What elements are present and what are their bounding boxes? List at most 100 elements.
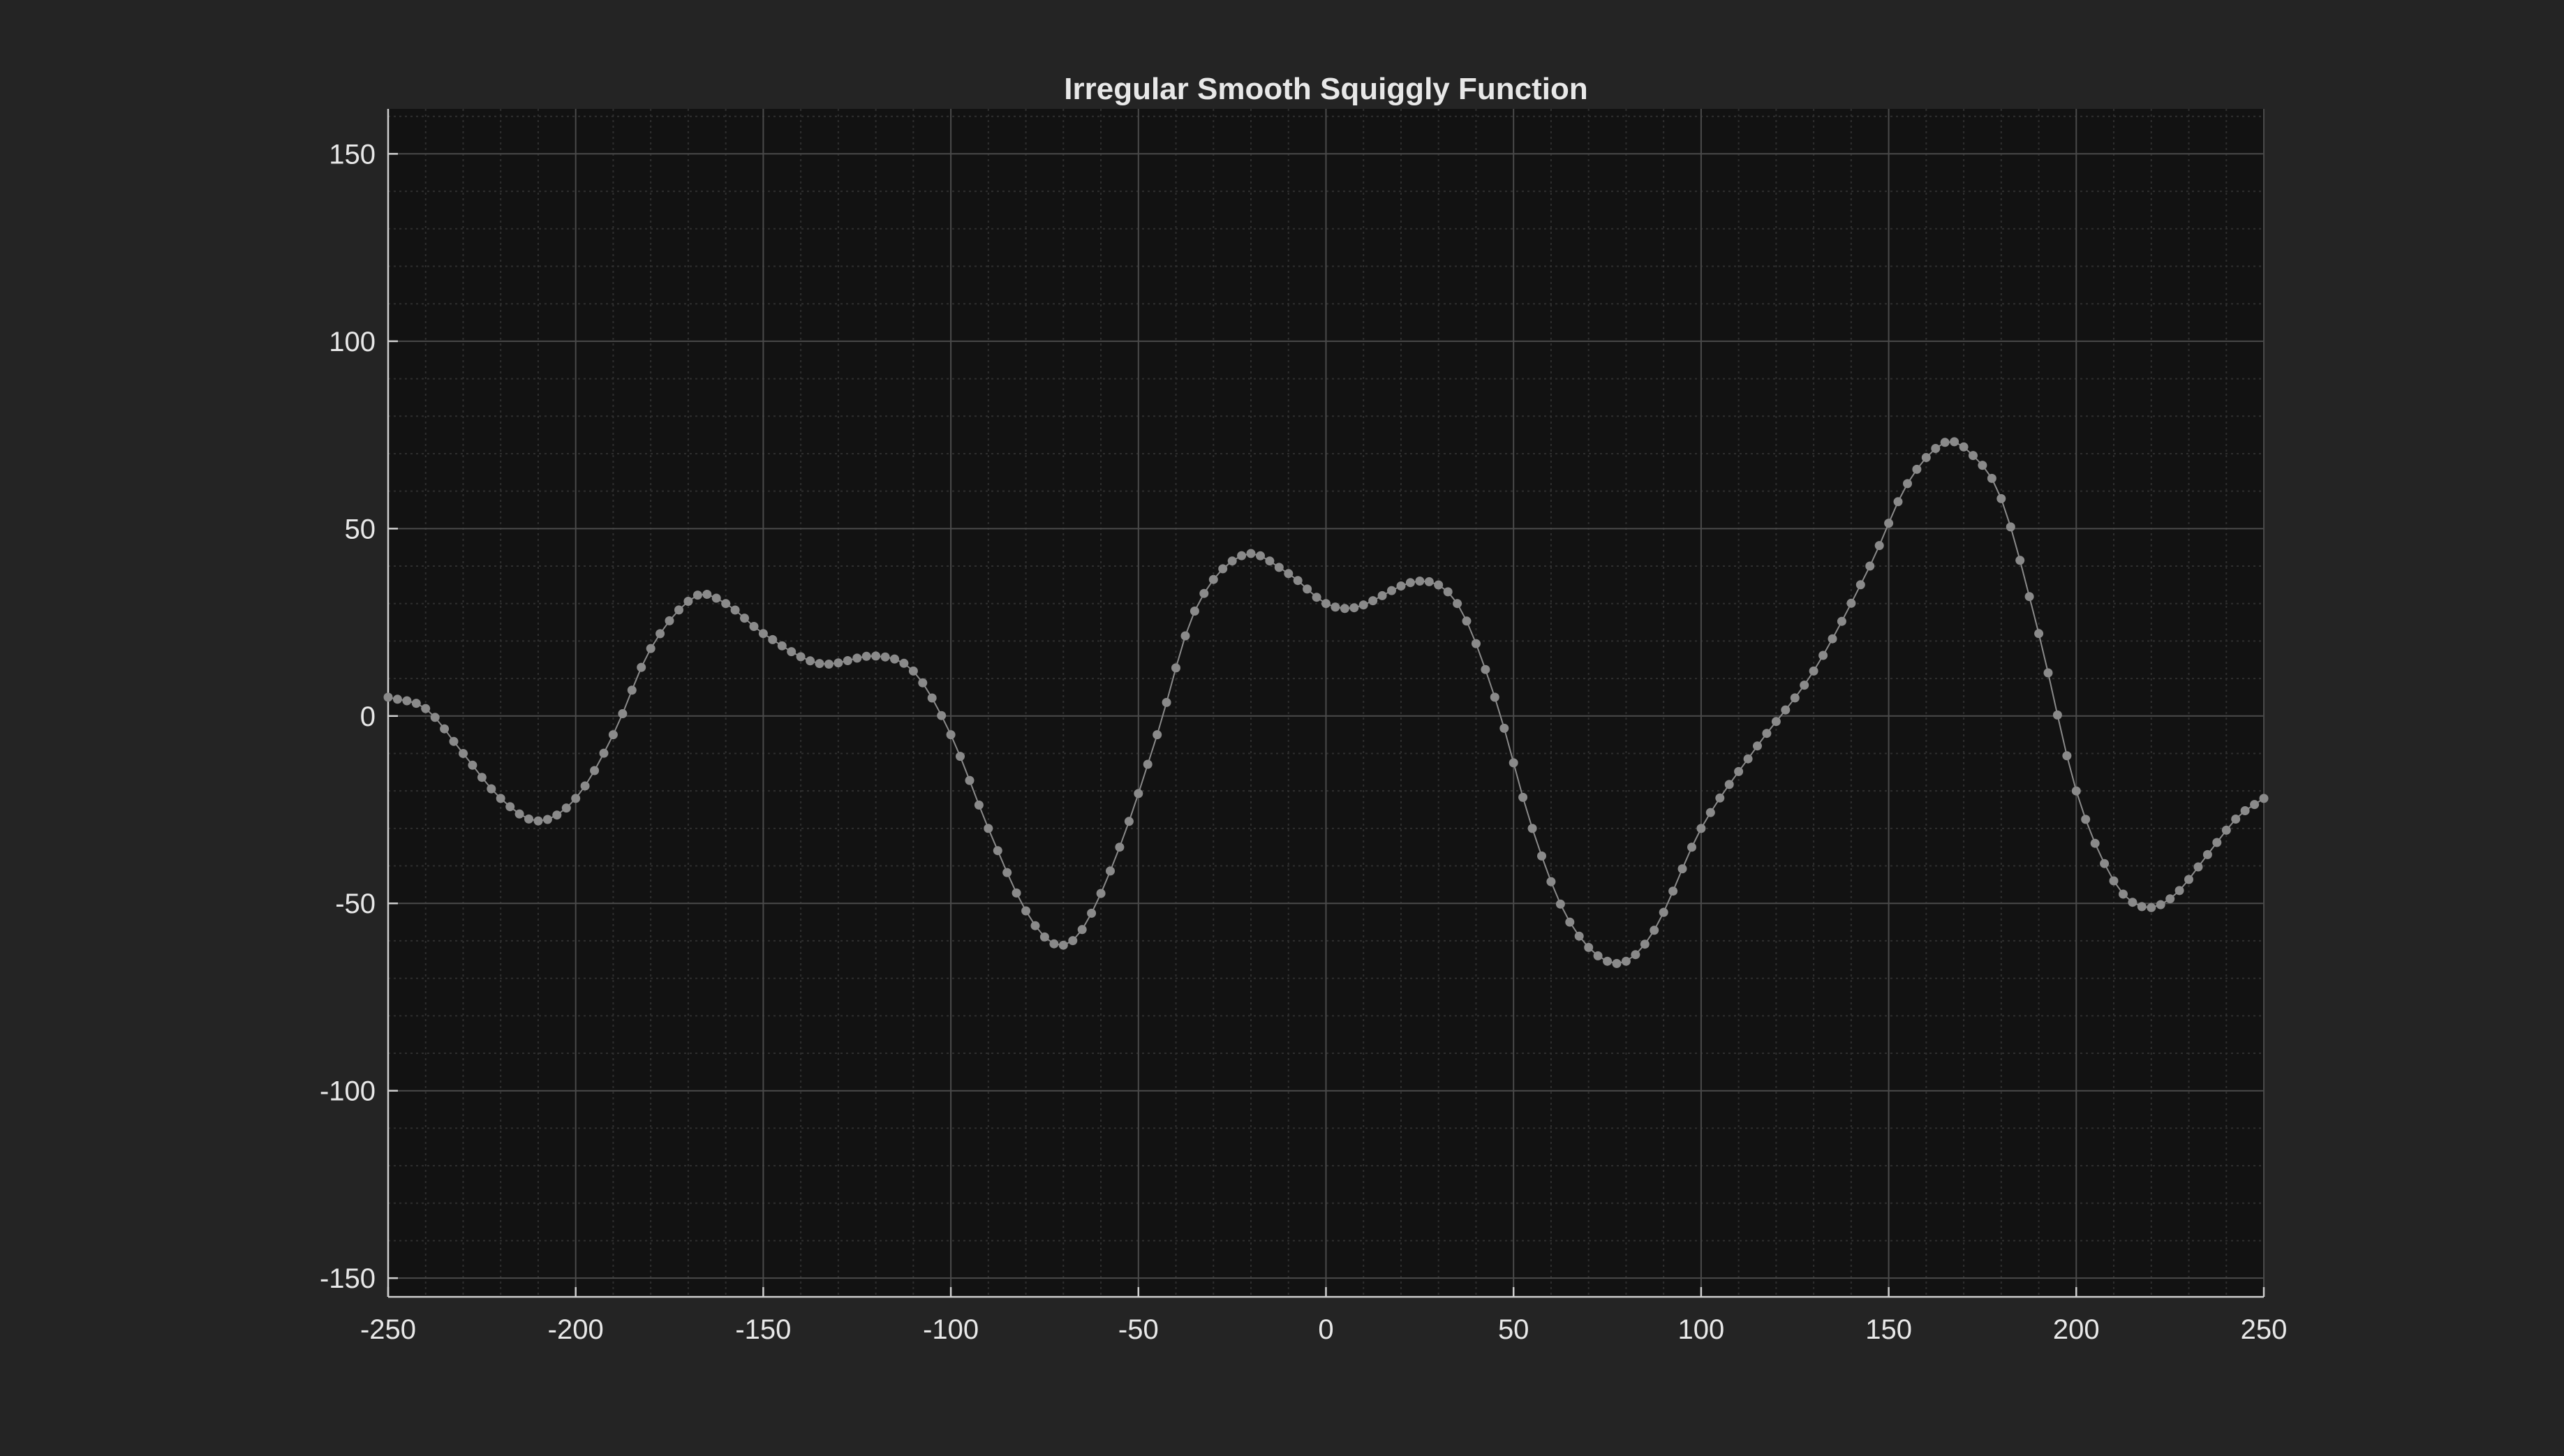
data-point (730, 605, 740, 615)
data-point (1039, 932, 1049, 942)
data-point (1865, 561, 1875, 571)
data-point (711, 593, 721, 603)
data-point (1237, 551, 1247, 560)
series-points (383, 437, 2269, 968)
data-point (2250, 800, 2260, 810)
data-point (1546, 877, 1556, 886)
data-point (1265, 556, 1275, 566)
data-point (927, 693, 937, 703)
data-point (2202, 849, 2212, 859)
data-point (1650, 926, 1659, 935)
data-point (449, 736, 459, 746)
data-point (459, 749, 468, 758)
data-point (1415, 577, 1425, 586)
data-point (1762, 729, 1772, 738)
data-point (2165, 894, 2175, 904)
y-tick-label: -100 (320, 1076, 376, 1107)
data-point (1312, 593, 1321, 602)
data-point (1828, 634, 1837, 644)
data-point (1190, 607, 1199, 616)
data-point (937, 711, 947, 720)
data-point (806, 656, 815, 666)
data-point (2174, 886, 2184, 896)
data-point (1124, 817, 1134, 826)
data-point (815, 659, 824, 669)
data-point (1443, 587, 1453, 597)
data-point (2137, 902, 2147, 912)
data-point (383, 692, 393, 702)
data-point (1687, 842, 1696, 852)
minor-grid (388, 109, 2264, 1297)
y-tick-label: 150 (329, 139, 376, 170)
data-point (2212, 838, 2222, 847)
data-point (777, 641, 787, 651)
data-point (1631, 950, 1640, 960)
x-tick-label: 200 (2053, 1314, 2100, 1345)
data-point (1096, 889, 1106, 898)
data-point (833, 658, 843, 668)
data-point (702, 590, 712, 599)
data-point (1940, 438, 1950, 447)
data-point (890, 654, 899, 664)
data-point (871, 651, 881, 661)
data-point (2119, 889, 2128, 899)
data-point (1021, 906, 1031, 916)
data-point (740, 614, 749, 623)
data-point (580, 781, 590, 791)
data-point (2062, 751, 2072, 761)
data-point (1472, 639, 1481, 648)
data-point (1959, 442, 1969, 452)
data-point (1903, 479, 1912, 489)
data-point (496, 794, 505, 803)
data-point (1621, 956, 1631, 966)
data-point (1490, 692, 1499, 702)
major-grid (387, 109, 2265, 1297)
data-point (2156, 900, 2165, 909)
chart-title: Irregular Smooth Squiggly Function (1064, 72, 1587, 106)
data-point (599, 748, 609, 758)
data-point (487, 784, 496, 794)
data-point (1593, 951, 1603, 960)
data-point (1284, 569, 1294, 579)
x-tick-label: 250 (2241, 1314, 2288, 1345)
data-point (1565, 917, 1575, 927)
data-point (974, 800, 984, 810)
data-point (1303, 584, 1312, 594)
x-axis: -250 -200 -150 -100 -50 0 50 100 150 200 250 (360, 1287, 2287, 1345)
data-point (590, 766, 600, 775)
data-point (2231, 815, 2241, 824)
data-point (843, 656, 852, 665)
data-point (1537, 851, 1546, 861)
data-point (824, 660, 833, 669)
y-tick-label: 100 (329, 327, 376, 357)
y-tick-label: 50 (345, 514, 376, 544)
y-tick-label: -50 (335, 889, 376, 919)
data-point (1874, 541, 1884, 551)
data-point (430, 713, 440, 722)
data-point (1218, 564, 1228, 574)
data-point (561, 803, 571, 813)
data-point (1396, 581, 1406, 590)
data-point (1555, 899, 1565, 909)
x-tick-label: 100 (1678, 1314, 1725, 1345)
data-point (749, 622, 759, 631)
y-axis: -150 -100 -50 0 50 100 150 (320, 139, 398, 1294)
data-point (2090, 838, 2100, 848)
data-point (2024, 592, 2034, 602)
data-point (637, 662, 646, 672)
data-point (1612, 958, 1622, 968)
data-point (1058, 940, 1068, 950)
data-point (880, 652, 890, 662)
data-point (2109, 876, 2119, 886)
data-point (1696, 824, 1706, 833)
data-point (2034, 629, 2044, 639)
data-point (1115, 842, 1125, 852)
data-point (646, 644, 655, 653)
data-point (956, 752, 965, 762)
data-point (1781, 705, 1791, 715)
x-tick-label: -150 (735, 1314, 791, 1345)
data-point (1199, 588, 1209, 598)
data-point (1818, 651, 1828, 660)
data-point (477, 773, 487, 782)
